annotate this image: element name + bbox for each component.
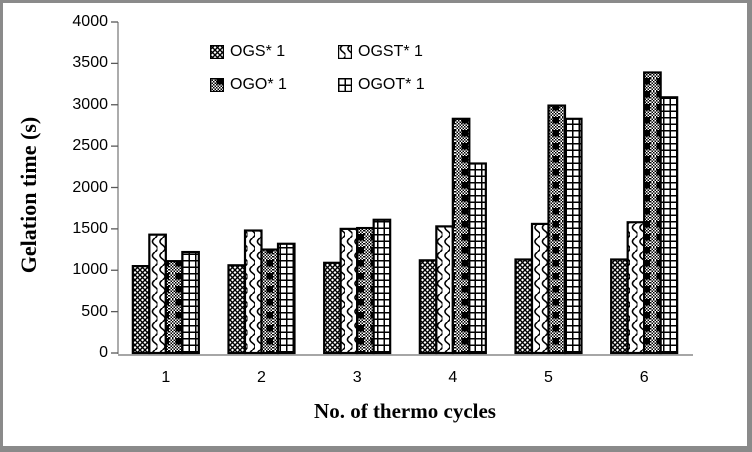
bar-s1-c5 xyxy=(514,258,534,355)
x-category-label: 5 xyxy=(544,369,553,386)
bar-s3-c5 xyxy=(547,104,567,355)
bar-s2-c6 xyxy=(626,221,646,355)
legend-label: OGO* 1 xyxy=(230,76,287,93)
bar-s4-c3 xyxy=(372,218,392,355)
y-tick-label: 500 xyxy=(81,302,108,320)
y-tick-label: 4000 xyxy=(72,13,108,30)
y-tick-label: 1000 xyxy=(72,261,108,279)
bar-s4-c5 xyxy=(563,117,583,355)
x-axis-title: No. of thermo cycles xyxy=(314,399,496,423)
y-tick-label: 3000 xyxy=(72,95,108,113)
legend-swatch-diagonal-crosshatch-icon xyxy=(210,45,224,59)
legend-label: OGST* 1 xyxy=(358,43,423,60)
bar-s2-c4 xyxy=(435,225,454,355)
bar-s2-c5 xyxy=(530,222,550,355)
bar-s1-c6 xyxy=(610,258,629,355)
legend-swatch-checker-block-weave-icon xyxy=(210,78,224,92)
bar-s3-c4 xyxy=(451,117,471,355)
legend-item: OGS* 1 xyxy=(210,44,338,60)
x-category-label: 2 xyxy=(257,369,266,386)
legend: OGS* 1 OGST* 1 OGO* 1 OGOT* 1 xyxy=(210,44,425,93)
y-tick-label: 1500 xyxy=(72,219,108,237)
y-tick-label: 3500 xyxy=(72,54,108,72)
legend-label: OGOT* 1 xyxy=(358,76,425,93)
legend-swatch-small-grid-icon xyxy=(338,78,352,92)
bar-s3-c6 xyxy=(643,71,662,355)
bar-s1-c3 xyxy=(323,261,342,355)
bar-s4-c4 xyxy=(468,162,487,355)
bar-s1-c2 xyxy=(227,264,247,355)
axes xyxy=(111,21,693,356)
y-tick-label: 0 xyxy=(99,344,108,361)
x-category-label: 6 xyxy=(639,369,649,386)
legend-label: OGS* 1 xyxy=(230,43,286,60)
bar-s4-c2 xyxy=(276,242,296,355)
bar-s4-c1 xyxy=(181,250,200,355)
x-category-label: 3 xyxy=(352,369,362,386)
legend-swatch-wave-icon xyxy=(338,45,352,59)
bar-s4-c6 xyxy=(659,96,679,355)
y-tick-label: 2000 xyxy=(72,178,108,196)
bar-s2-c2 xyxy=(243,229,263,355)
bar-s2-c3 xyxy=(339,227,359,355)
y-axis-title: Gelation time (s) xyxy=(16,116,41,274)
legend-item: OGO* 1 xyxy=(210,77,338,93)
bar-s1-c1 xyxy=(131,265,151,355)
legend-item: OGOT* 1 xyxy=(338,77,425,93)
x-category-label: 4 xyxy=(448,369,458,386)
bars xyxy=(131,71,679,355)
x-category-label: 1 xyxy=(161,369,171,386)
bar-s3-c3 xyxy=(356,226,375,355)
bar-s3-c2 xyxy=(260,248,280,355)
bar-s3-c1 xyxy=(164,260,184,355)
bar-s1-c4 xyxy=(418,259,438,355)
bar-s2-c1 xyxy=(148,233,167,355)
y-tick-label: 2500 xyxy=(72,137,108,155)
legend-item: OGST* 1 xyxy=(338,44,425,60)
